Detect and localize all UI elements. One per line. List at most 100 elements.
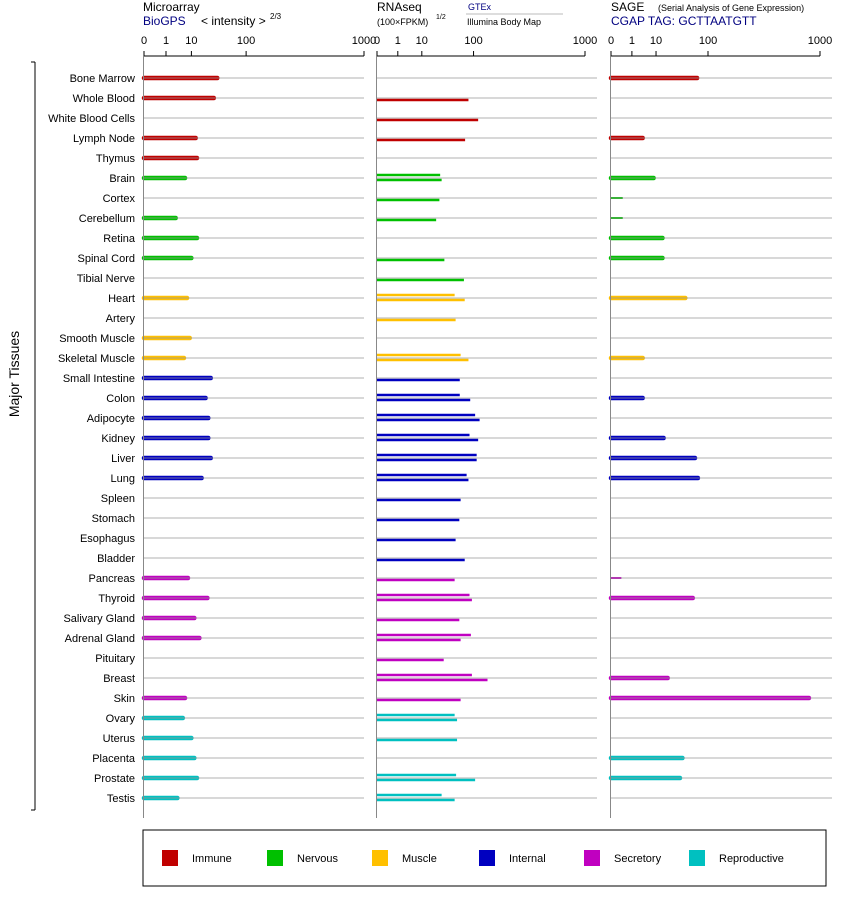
tissue-row: Ovary	[106, 713, 458, 725]
tissue-row: Colon	[106, 393, 645, 405]
tissue-label: Thymus	[96, 153, 136, 165]
sage-subtitle: (Serial Analysis of Gene Expression)	[658, 3, 804, 13]
tissue-label: Lymph Node	[73, 133, 135, 145]
tissue-label: Uterus	[103, 733, 136, 745]
legend-item-immune: Immune	[162, 850, 232, 866]
rnaseq-tick-label: 100	[464, 35, 482, 47]
tissue-label: Kidney	[101, 433, 135, 445]
legend-swatch	[479, 850, 495, 866]
microarray-tick-label: 1	[163, 35, 169, 47]
tissue-label: Lung	[111, 473, 135, 485]
tissue-label: Adrenal Gland	[65, 633, 135, 645]
tissue-label: Skin	[114, 693, 135, 705]
sage-tick-label: 1000	[808, 35, 832, 47]
microarray-exponent: 2/3	[270, 12, 282, 21]
legend-item-reproductive: Reproductive	[689, 850, 784, 866]
tissue-row: Skeletal Muscle	[58, 353, 645, 365]
microarray-source: BioGPS	[143, 14, 186, 28]
tissue-label: Thyroid	[98, 593, 135, 605]
tissue-label: Colon	[106, 393, 135, 405]
legend-label: Reproductive	[719, 853, 784, 865]
tissue-label: Tibial Nerve	[77, 273, 135, 285]
legend-item-muscle: Muscle	[372, 850, 437, 866]
tissue-row: Stomach	[92, 513, 460, 525]
tissue-row: Brain	[109, 173, 656, 185]
tissue-row: Thymus	[96, 153, 200, 165]
sage-tag: CGAP TAG: GCTTAATGTT	[611, 14, 757, 28]
legend-item-internal: Internal	[479, 850, 546, 866]
tissue-label: Liver	[111, 453, 135, 465]
rnaseq-header: RNAseq (100×FPKM) 1/2 GTEx Illumina Body…	[377, 0, 563, 27]
tissue-row: Pancreas	[89, 573, 622, 585]
legend-label: Muscle	[402, 853, 437, 865]
legend-swatch	[689, 850, 705, 866]
microarray-units: < intensity >	[201, 14, 266, 28]
tissue-label: Pancreas	[89, 573, 136, 585]
rnaseq-tick-label: 10	[416, 35, 428, 47]
tissue-row: Whole Blood	[73, 93, 469, 105]
tissue-label: Small Intestine	[63, 373, 135, 385]
tissue-row: Pituitary	[95, 653, 444, 665]
rnaseq-exponent: 1/2	[436, 14, 446, 21]
sage-panel: 0 1 10 100 1000	[608, 35, 832, 818]
tissue-label: Artery	[106, 313, 136, 325]
tissue-label: Breast	[103, 673, 135, 685]
tissue-label: Whole Blood	[73, 93, 135, 105]
tissue-row: Uterus	[103, 733, 458, 745]
tissue-label: Prostate	[94, 773, 135, 785]
tissue-label: Bladder	[97, 553, 135, 565]
tissue-row: Thyroid	[98, 593, 696, 605]
microarray-panel: 0 1 10 100 1000	[141, 35, 376, 818]
tissue-label: White Blood Cells	[48, 113, 135, 125]
legend-swatch	[372, 850, 388, 866]
tissue-label: Salivary Gland	[63, 613, 135, 625]
tissue-label: Stomach	[92, 513, 135, 525]
tissue-row: Esophagus	[80, 533, 456, 545]
tissue-label: Skeletal Muscle	[58, 353, 135, 365]
rnaseq-title: RNAseq	[377, 0, 422, 14]
tissue-row: Skin	[114, 693, 812, 705]
legend-item-nervous: Nervous	[267, 850, 338, 866]
tissue-row: Small Intestine	[63, 373, 460, 385]
tissue-row: Smooth Muscle	[59, 333, 193, 345]
rnaseq-tick-label: 0	[374, 35, 380, 47]
tissue-row: Bladder	[97, 553, 465, 565]
tissue-row: Tibial Nerve	[77, 273, 464, 285]
tissue-row: Placenta	[92, 753, 685, 765]
microarray-tick-label: 0	[141, 35, 147, 47]
tissue-label: Retina	[103, 233, 136, 245]
tissue-label: Pituitary	[95, 653, 135, 665]
microarray-title: Microarray	[143, 0, 200, 14]
legend: Immune Nervous Muscle Internal Secretory Repr…	[162, 850, 784, 866]
tissue-label: Adipocyte	[87, 413, 135, 425]
tissue-row: Retina	[103, 233, 665, 245]
tissue-row: White Blood Cells	[48, 113, 479, 125]
tissue-label: Esophagus	[80, 533, 136, 545]
tissue-label: Testis	[107, 793, 136, 805]
tissue-label: Smooth Muscle	[59, 333, 135, 345]
tissue-label: Cortex	[103, 193, 136, 205]
tissue-label: Brain	[109, 173, 135, 185]
tissue-row: Cerebellum	[79, 213, 624, 225]
tissue-label: Heart	[108, 293, 135, 305]
tissue-row: Breast	[103, 673, 670, 685]
illumina-source: Illumina Body Map	[467, 17, 541, 27]
tissue-row: Lung	[111, 473, 701, 485]
tissue-row: Bone Marrow	[70, 73, 700, 85]
sage-title: SAGE	[611, 0, 644, 14]
legend-label: Internal	[509, 853, 546, 865]
tissue-row: Kidney	[101, 433, 666, 445]
tissue-row: Cortex	[103, 193, 624, 205]
legend-label: Nervous	[297, 853, 338, 865]
tissue-rows: Bone Marrow Whole Blood White Blood Cells L…	[48, 73, 812, 805]
rnaseq-tick-label: 1	[395, 35, 401, 47]
sage-tick-label: 1	[629, 35, 635, 47]
sage-tick-label: 0	[608, 35, 614, 47]
tissue-row: Spleen	[101, 493, 461, 505]
microarray-tick-label: 1000	[352, 35, 376, 47]
tissue-label: Placenta	[92, 753, 136, 765]
tissue-row: Liver	[111, 453, 698, 465]
tissue-row: Testis	[107, 793, 455, 805]
